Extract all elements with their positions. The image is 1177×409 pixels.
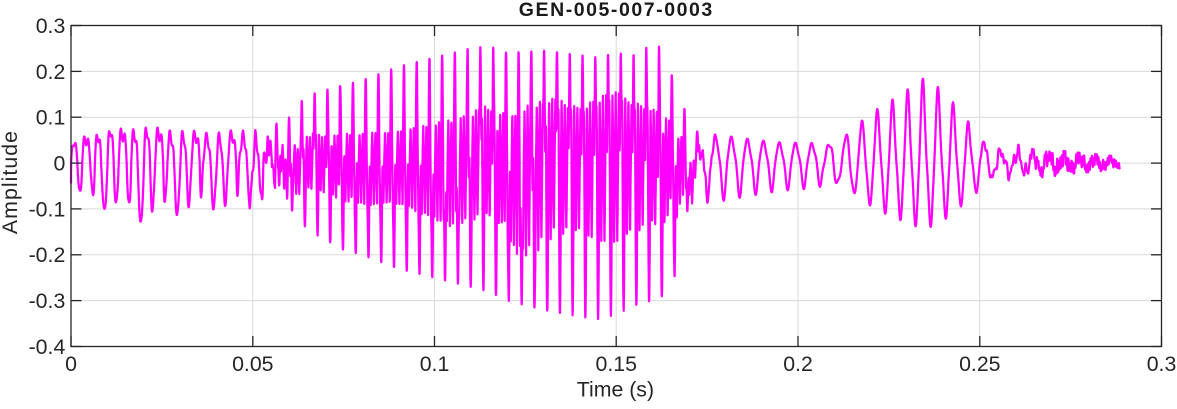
svg-text:0.2: 0.2 <box>36 60 66 84</box>
svg-text:0.3: 0.3 <box>36 14 66 38</box>
svg-text:0.3: 0.3 <box>1147 352 1177 376</box>
svg-text:-0.4: -0.4 <box>29 335 66 359</box>
svg-text:-0.3: -0.3 <box>29 289 66 313</box>
svg-text:Time (s): Time (s) <box>577 377 654 401</box>
svg-text:0.1: 0.1 <box>420 352 450 376</box>
svg-text:0: 0 <box>65 352 77 376</box>
svg-text:-0.1: -0.1 <box>29 197 66 221</box>
svg-text:0.05: 0.05 <box>232 352 273 376</box>
svg-text:0.1: 0.1 <box>36 106 66 130</box>
svg-text:GEN-005-007-0003: GEN-005-007-0003 <box>519 0 714 21</box>
svg-text:0.15: 0.15 <box>595 352 636 376</box>
svg-text:-0.2: -0.2 <box>29 243 66 267</box>
svg-text:0.25: 0.25 <box>959 352 1000 376</box>
svg-text:0: 0 <box>53 152 65 176</box>
svg-text:0.2: 0.2 <box>783 352 813 376</box>
svg-text:Amplitude: Amplitude <box>0 130 22 234</box>
